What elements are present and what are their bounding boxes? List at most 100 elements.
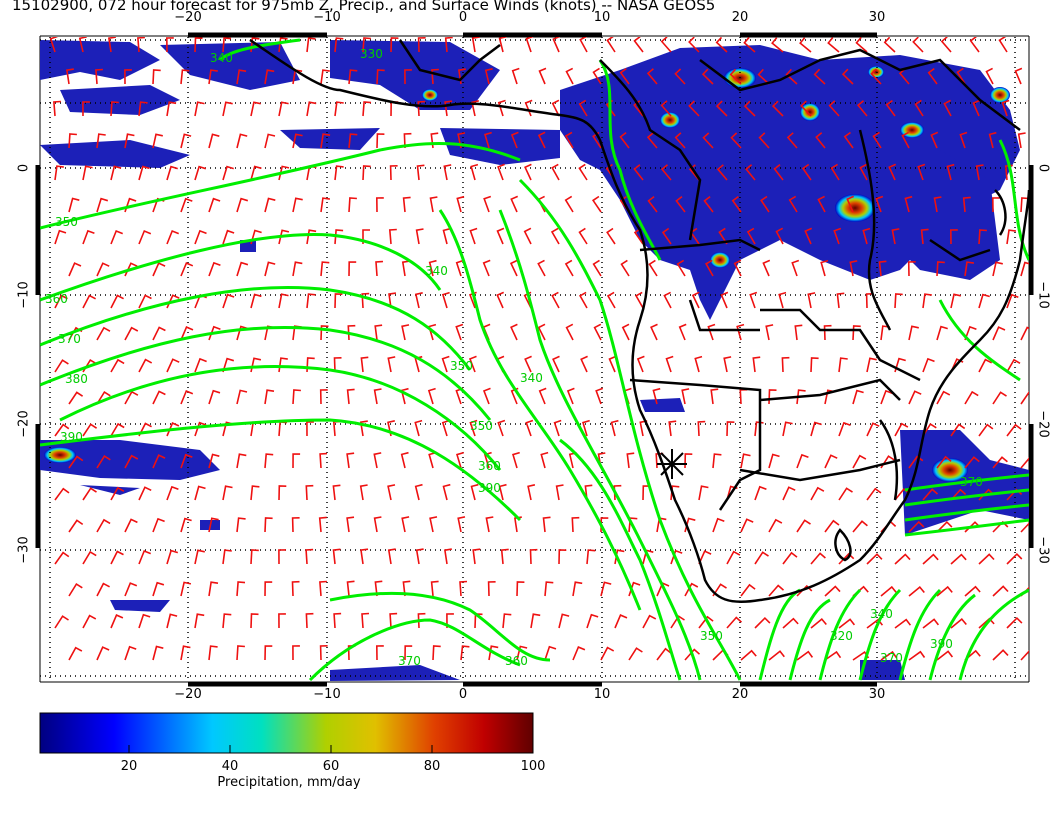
wind-barb [320,261,330,277]
wind-barb [908,390,922,405]
wind-barb [320,197,331,213]
wind-barb [736,323,745,341]
wind-barb [964,325,977,341]
wind-barb [636,355,645,373]
wind-barb [703,195,714,213]
contour-label: 340 [520,371,543,385]
wind-barb [600,581,612,597]
wind-barb [222,165,234,181]
wind-barb [866,553,883,565]
wind-barb [688,100,700,117]
wind-barb [908,455,924,469]
wind-barb [292,133,303,149]
wind-barb [346,516,355,533]
wind-barb [765,324,774,341]
wind-barb [865,293,874,309]
wind-barb [166,549,179,565]
wind-barb [387,484,396,501]
wind-barb [222,101,233,117]
wind-barb [894,618,912,629]
contour-label: 340 [425,264,448,278]
wind-barb [564,259,574,277]
contour-label: 350 [700,629,723,643]
wind-barb [427,387,436,405]
wind-barb [441,291,450,309]
wind-barb [852,389,864,405]
wind-barb [222,293,235,309]
wind-barb [96,646,110,661]
wind-barb [375,645,384,661]
wind-barb [729,68,742,85]
wind-barb [778,291,787,309]
wind-barb [400,451,409,469]
wind-barb [264,453,274,469]
wind-barb [455,323,464,341]
wind-barb [332,548,341,565]
wind-barb [470,163,479,181]
wind-barb [443,548,452,565]
wind-barb [306,293,316,309]
wind-barb [820,259,829,277]
wind-barb [137,37,145,53]
wind-barb [551,99,560,117]
wind-barb [250,165,262,181]
lat-tick-right: −10 [1035,281,1051,309]
wind-barb [306,421,314,437]
lon-tick-bottom: 20 [731,687,749,702]
wind-barb [807,292,816,309]
wind-barb [278,101,289,117]
colorbar-label: 60 [322,759,340,774]
wind-barb [782,617,799,629]
wind-barb [319,580,327,597]
wind-barb [771,37,784,53]
wind-barb [124,69,132,85]
wind-barb [927,67,938,85]
wind-barb [375,260,384,277]
wind-barb [404,645,413,661]
contour-label: 370 [398,654,421,668]
contour-label: 360 [45,292,68,306]
wind-barb [726,616,743,629]
wind-barb [866,422,880,437]
wind-barb [537,259,546,277]
wind-barb [785,68,798,85]
wind-barb [788,195,798,213]
wind-barb [796,453,809,469]
wind-barb [110,422,125,437]
wind-barb [152,390,166,405]
wind-barb [593,323,602,341]
wind-barb [417,37,426,53]
wind-barb [824,650,842,661]
wind-barb [992,391,1007,405]
wind-barb [745,164,756,181]
lon-tick-bottom: 30 [868,687,886,702]
wind-barb [250,357,262,373]
wind-barb [502,613,512,629]
wind-barb [824,519,840,533]
wind-barb [646,68,658,85]
wind-barb [1006,552,1023,565]
wind-barb [670,549,683,565]
wind-barb [936,261,945,277]
wind-barb [68,133,77,149]
wind-barb [762,259,771,277]
wind-barb [78,37,87,53]
wind-barb [754,616,771,629]
wind-barb [455,259,464,277]
wind-barb [817,195,826,213]
wind-barb [964,390,979,405]
wind-barb [620,259,630,277]
wind-barb [530,613,541,629]
wind-barb [782,486,796,501]
wind-barb [838,618,856,629]
map-frame [35,32,1034,687]
wind-barb [250,293,262,309]
lon-tick-top: 10 [593,10,611,25]
wind-barb [457,516,466,533]
wind-barb [791,259,800,277]
contour-label: 340 [210,51,233,65]
wind-barb [82,229,95,245]
wind-barb [1006,423,1022,437]
wind-barb [68,455,84,469]
wind-barb [138,101,148,117]
